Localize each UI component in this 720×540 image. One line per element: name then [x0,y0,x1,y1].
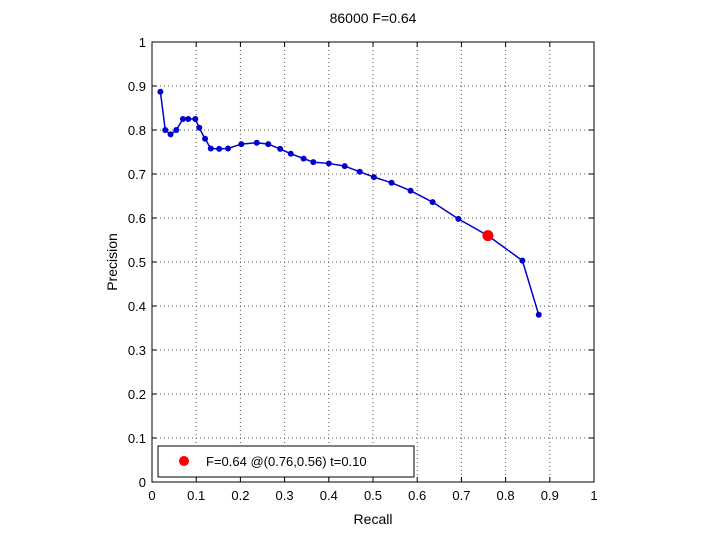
data-point [535,311,542,318]
x-tick-label: 0 [148,488,155,503]
x-tick-label: 0.1 [187,488,205,503]
highlight-layer [482,230,494,242]
y-tick-label: 0.9 [128,79,146,94]
data-point [388,179,395,186]
data-point [341,163,348,170]
y-tick-label: 0.6 [128,211,146,226]
x-tick-label: 0.3 [276,488,294,503]
series-layer [157,88,542,318]
y-tick-label: 1 [139,35,146,50]
data-point [216,145,223,152]
data-point [407,187,414,194]
data-point [202,135,209,142]
data-point [310,159,317,166]
x-tick-labels: 0 0.1 0.2 0.3 0.4 0.5 0.6 0.7 0.8 0.9 1 [148,488,597,503]
data-point [370,174,377,181]
y-tick-label: 0.1 [128,431,146,446]
legend: F=0.64 @(0.76,0.56) t=0.10 [157,445,415,478]
x-tick-label: 0.9 [541,488,559,503]
best-f-point [482,230,494,242]
data-point [325,160,332,167]
data-point [277,145,284,152]
y-tick-label: 0.4 [128,299,146,314]
data-point [287,150,294,157]
data-point [157,88,164,95]
y-axis-label: Precision [104,233,120,291]
data-point [173,127,180,133]
data-point [455,215,462,222]
data-point [179,116,186,122]
data-point [265,141,272,148]
chart-title: 86000 F=0.64 [330,10,417,26]
y-tick-label: 0.7 [128,167,146,182]
data-point [167,131,174,138]
data-point [356,168,363,175]
data-point [207,145,214,152]
x-tick-label: 1 [590,488,597,503]
y-tick-label: 0.2 [128,387,146,402]
x-tick-label: 0.6 [408,488,426,503]
x-axis-label: Recall [354,511,393,527]
data-point [185,116,192,122]
x-tick-label: 0.7 [452,488,470,503]
legend-marker [179,456,189,466]
legend-box [157,445,415,478]
data-point [162,127,169,133]
data-point [519,257,526,264]
data-point [192,116,199,122]
legend-text: F=0.64 @(0.76,0.56) t=0.10 [206,454,367,469]
data-point [429,199,436,206]
y-tick-label: 0.3 [128,343,146,358]
y-tick-label: 0 [139,475,146,490]
data-point [238,141,245,148]
x-tick-label: 0.4 [320,488,338,503]
grid-lines [152,42,594,482]
data-point [225,145,232,152]
axis-ticks [151,41,595,483]
data-point [253,139,260,146]
x-tick-label: 0.8 [497,488,515,503]
x-tick-label: 0.2 [231,488,249,503]
y-tick-labels: 0 0.1 0.2 0.3 0.4 0.5 0.6 0.7 0.8 0.9 1 [128,35,146,490]
x-tick-label: 0.5 [364,488,382,503]
y-tick-label: 0.8 [128,123,146,138]
data-point [196,124,203,131]
y-tick-label: 0.5 [128,255,146,270]
data-point [300,155,307,162]
